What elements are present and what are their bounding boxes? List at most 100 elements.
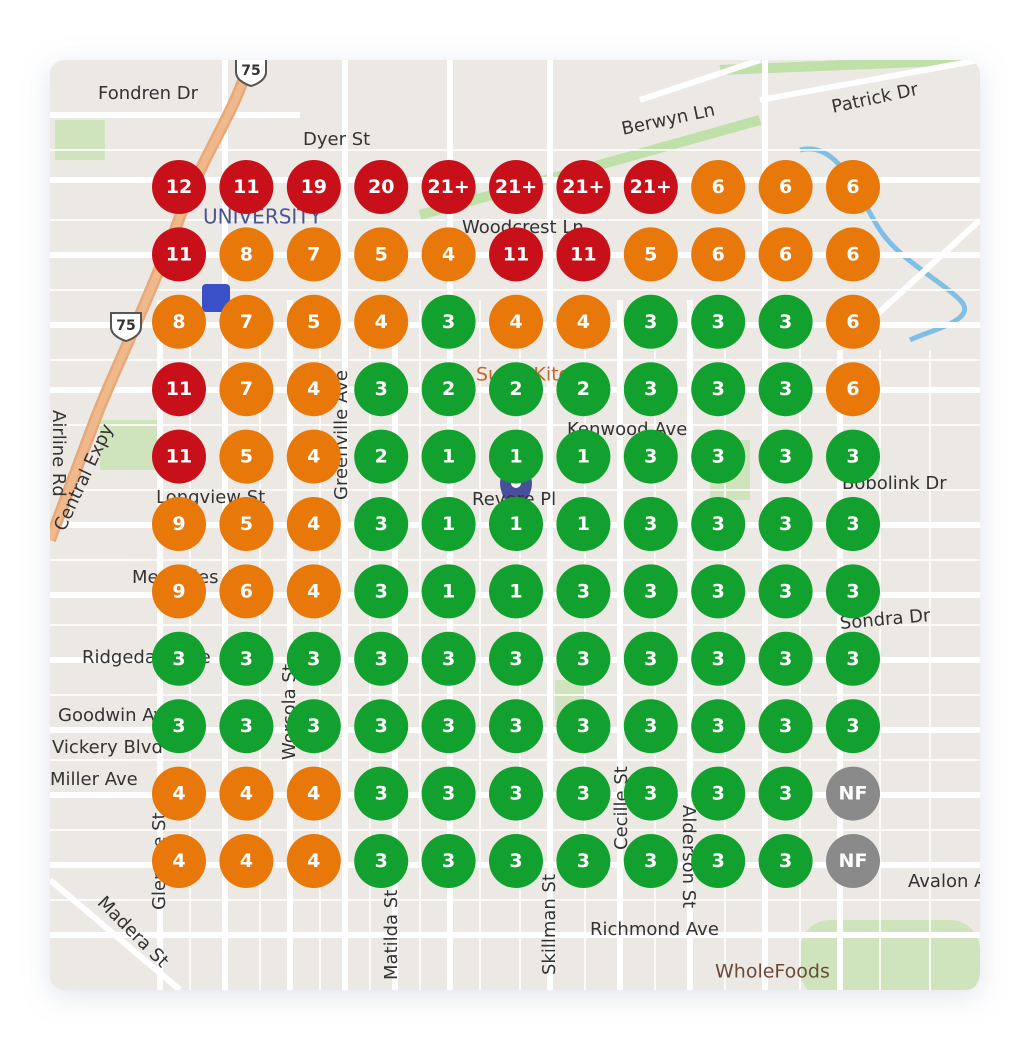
rank-circle [219, 766, 274, 821]
rank-circle [826, 631, 880, 686]
rank-label: 11 [503, 243, 529, 265]
rank-marker: 3 [826, 699, 880, 754]
rank-circle [556, 834, 611, 888]
rank-label: 5 [240, 513, 253, 535]
rank-circle [556, 362, 611, 417]
rank-label: 3 [442, 648, 455, 670]
rank-circle [556, 227, 611, 282]
rank-label: 3 [442, 715, 455, 737]
rank-label: 3 [712, 850, 725, 872]
rank-marker: 3 [152, 631, 206, 686]
rank-label: 3 [712, 648, 725, 670]
rank-circle [421, 429, 476, 484]
rank-label: 4 [240, 783, 253, 805]
rank-marker: 1 [421, 564, 476, 619]
rank-label: 4 [240, 850, 253, 872]
rank-circle [826, 227, 880, 282]
rank-circle [354, 564, 409, 619]
rank-marker: 6 [758, 160, 813, 214]
rank-circle [826, 362, 880, 417]
rank-marker: 1 [489, 564, 543, 619]
rank-label: 1 [509, 580, 522, 602]
rank-marker: 3 [691, 497, 746, 551]
rank-circle [489, 429, 543, 484]
rank-label: 1 [442, 446, 455, 468]
rank-label: 3 [442, 850, 455, 872]
rank-label: 11 [166, 378, 192, 400]
rank-marker: 4 [286, 766, 341, 821]
rank-marker: 3 [691, 631, 746, 686]
rank-circle [354, 699, 409, 754]
rank-marker: 3 [152, 699, 206, 754]
rank-label: 3 [577, 648, 590, 670]
rank-label: 9 [172, 513, 185, 535]
rank-circle [152, 227, 206, 282]
rank-marker: 9 [152, 564, 206, 619]
rank-marker: 11 [489, 227, 543, 282]
rank-marker: 3 [489, 766, 543, 821]
rank-circle [354, 766, 409, 821]
rank-marker: 6 [826, 160, 880, 214]
rank-circle [623, 429, 678, 484]
rank-label: 3 [644, 783, 657, 805]
rank-marker: 6 [691, 227, 746, 282]
rank-circle [421, 564, 476, 619]
rank-marker: 21+ [489, 160, 543, 214]
rank-label: 3 [644, 311, 657, 333]
rank-label: 1 [577, 513, 590, 535]
rank-label: 3 [509, 648, 522, 670]
rank-label: 3 [779, 850, 792, 872]
rank-marker: 21+ [556, 160, 611, 214]
rank-label: 3 [509, 715, 522, 737]
rank-marker: 4 [152, 834, 206, 888]
rank-label: 19 [301, 176, 327, 198]
rank-label: 3 [509, 850, 522, 872]
rank-circle [623, 497, 678, 551]
rank-label: 4 [172, 783, 185, 805]
rank-circle [421, 497, 476, 551]
rank-circle [758, 362, 813, 417]
rank-circle [354, 631, 409, 686]
rank-label: 2 [509, 378, 522, 400]
rank-circle [489, 631, 543, 686]
rank-marker: 3 [826, 564, 880, 619]
rank-circle [623, 227, 678, 282]
rank-marker: 11 [219, 160, 274, 214]
rank-label: 7 [240, 378, 253, 400]
rank-marker: 3 [691, 834, 746, 888]
rank-circle [354, 497, 409, 551]
rank-marker: 6 [691, 160, 746, 214]
rank-marker: 3 [691, 362, 746, 417]
rank-label: 3 [846, 648, 859, 670]
rank-label: 3 [846, 580, 859, 602]
rank-label: 6 [779, 243, 792, 265]
rank-circle [826, 294, 880, 349]
rank-marker: 1 [489, 497, 543, 551]
rank-label: 3 [644, 715, 657, 737]
rank-circle [623, 631, 678, 686]
rank-circle [826, 766, 880, 821]
rank-circle [758, 497, 813, 551]
rank-label: 6 [240, 580, 253, 602]
rank-label: 1 [509, 446, 522, 468]
rank-label: 4 [509, 311, 522, 333]
rank-circle [219, 699, 274, 754]
rank-marker: 3 [219, 699, 274, 754]
rank-marker: 4 [421, 227, 476, 282]
rank-label: 11 [166, 446, 192, 468]
street-label: WholeFoods [715, 961, 830, 983]
rank-label: 3 [442, 311, 455, 333]
rank-marker: 3 [623, 631, 678, 686]
rank-label: 3 [644, 850, 657, 872]
rank-label: 3 [712, 311, 725, 333]
rank-marker: 5 [623, 227, 678, 282]
highway-number: 75 [241, 63, 260, 79]
rank-label: 3 [577, 850, 590, 872]
rank-circle [758, 429, 813, 484]
rank-label: 3 [307, 715, 320, 737]
rank-marker: 3 [354, 699, 409, 754]
rank-label: 6 [846, 378, 859, 400]
rank-circle [354, 834, 409, 888]
rank-circle [286, 834, 341, 888]
rank-label: 3 [375, 715, 388, 737]
